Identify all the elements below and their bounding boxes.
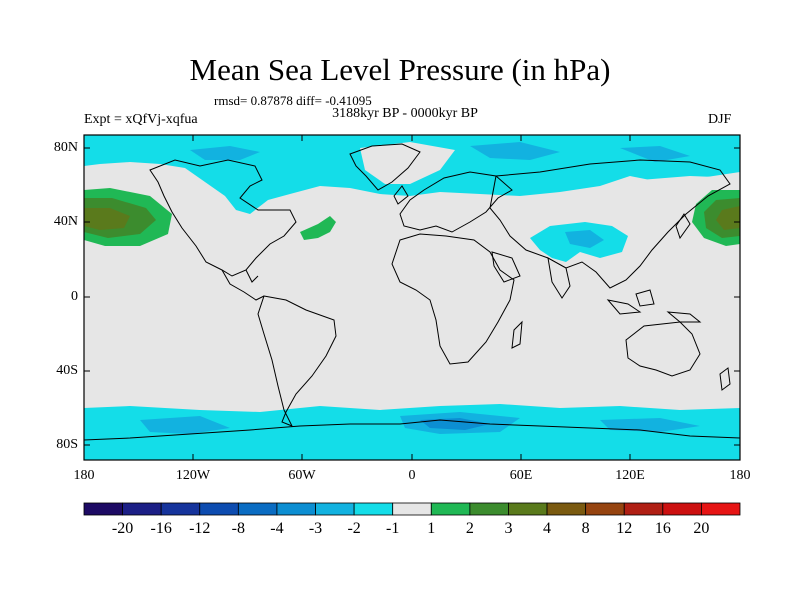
colorbar-label: 16	[654, 520, 671, 537]
lon-label-60w: 60W	[288, 468, 316, 483]
colorbar-label: 3	[504, 520, 513, 537]
lon-label-0: 0	[408, 468, 416, 483]
period-text: 3188kyr BP - 0000kyr BP	[332, 106, 478, 121]
greenland-coast	[349, 143, 421, 191]
colorbar-label: 8	[581, 520, 590, 537]
coastlines	[84, 143, 740, 441]
new-zealand-coast	[719, 367, 731, 391]
colorbar-swatch	[469, 502, 509, 516]
lat-label-0: 0	[71, 289, 78, 304]
colorbar-swatch	[546, 502, 587, 516]
arctic-anomaly-dark-2	[470, 142, 560, 160]
lat-ticks	[84, 147, 740, 446]
colorbar-label: 2	[465, 520, 474, 537]
season-label: DJF	[708, 112, 732, 127]
lon-label-120e: 120E	[615, 468, 645, 483]
southern-ocean-anomaly-dark	[140, 416, 230, 434]
arctic-anomaly-dark-3	[620, 146, 690, 162]
madagascar-coast	[511, 320, 523, 349]
colorbar-swatch	[276, 502, 316, 516]
colorbar-swatch	[430, 502, 471, 516]
colorbar-label: 20	[693, 520, 710, 537]
colorbar-swatch	[353, 502, 394, 516]
asia-coast	[489, 159, 731, 289]
australia-coast	[625, 321, 701, 377]
pacific-anomaly-west-core	[84, 208, 130, 230]
southern-ocean-anomaly-dark-3	[600, 418, 700, 432]
india-coast	[547, 257, 571, 299]
colorbar-swatch	[315, 502, 355, 516]
indonesia-coast	[606, 299, 642, 315]
colorbar-label: -1	[386, 520, 400, 537]
contour-field	[84, 135, 740, 460]
lat-label-80s: 80S	[56, 437, 78, 452]
southern-ocean-anomaly-deep	[420, 418, 490, 430]
uk-coast	[393, 185, 409, 205]
experiment-label: Expt = xQfVj-xqfua	[84, 112, 198, 127]
colorbar-label: -20	[111, 520, 134, 537]
asia-neutral	[640, 176, 740, 194]
lon-ticks	[192, 135, 631, 460]
borneo-coast	[635, 289, 655, 307]
japan-coast	[675, 213, 691, 240]
south-america-coast	[257, 295, 337, 427]
colorbar-swatch	[508, 502, 548, 516]
colorbar-swatch	[662, 502, 702, 516]
central-america-coast	[221, 269, 265, 301]
colorbar-label: -12	[189, 520, 211, 537]
colorbar-swatch	[585, 502, 625, 516]
colorbar-label: 1	[427, 520, 436, 537]
southern-ocean-anomaly	[84, 404, 740, 460]
colorbar-swatch	[623, 502, 664, 516]
new-guinea-coast	[666, 311, 702, 323]
lat-label-80n: 80N	[53, 140, 78, 155]
colorbar-swatch	[83, 502, 123, 516]
greenland-neutral	[360, 142, 455, 184]
colorbar-swatch	[160, 502, 201, 516]
lat-label-40n: 40N	[53, 214, 78, 229]
colorbar-label: -4	[270, 520, 284, 537]
stats-text: rmsd= 0.87878 diff= -0.41095	[214, 93, 372, 108]
asia-anomaly-dark	[565, 230, 604, 248]
lon-label-180e: 180	[729, 468, 751, 483]
map-title: Mean Sea Level Pressure (in hPa)	[189, 52, 611, 87]
lon-label-60e: 60E	[509, 468, 533, 483]
antarctica-coast	[84, 419, 740, 441]
africa-coast	[391, 233, 515, 365]
lon-label-180w: 180	[73, 468, 95, 483]
lat-label-40s: 40S	[56, 363, 78, 378]
arabia-coast	[491, 251, 521, 283]
colorbar-swatch	[199, 502, 239, 516]
colorbar-swatch	[392, 502, 432, 516]
pacific-anomaly-east-core	[716, 206, 740, 230]
colorbar	[83, 502, 741, 516]
arctic-anomaly-dark	[190, 146, 260, 160]
colorbar-swatch	[122, 502, 162, 516]
colorbar-label: 4	[543, 520, 552, 537]
colorbar-label: -3	[308, 520, 323, 537]
atlantic-anomaly	[300, 216, 336, 240]
colorbar-swatch	[237, 502, 278, 516]
colorbar-label: -8	[231, 520, 245, 537]
colorbar-label: -2	[347, 520, 361, 537]
colorbar-label: -16	[150, 520, 172, 537]
europe-coast	[399, 171, 513, 233]
lon-label-120w: 120W	[175, 468, 211, 483]
florida-coast	[245, 269, 259, 283]
north-america-coast	[149, 159, 297, 277]
colorbar-swatch	[701, 502, 741, 516]
colorbar-label: 12	[616, 520, 633, 537]
